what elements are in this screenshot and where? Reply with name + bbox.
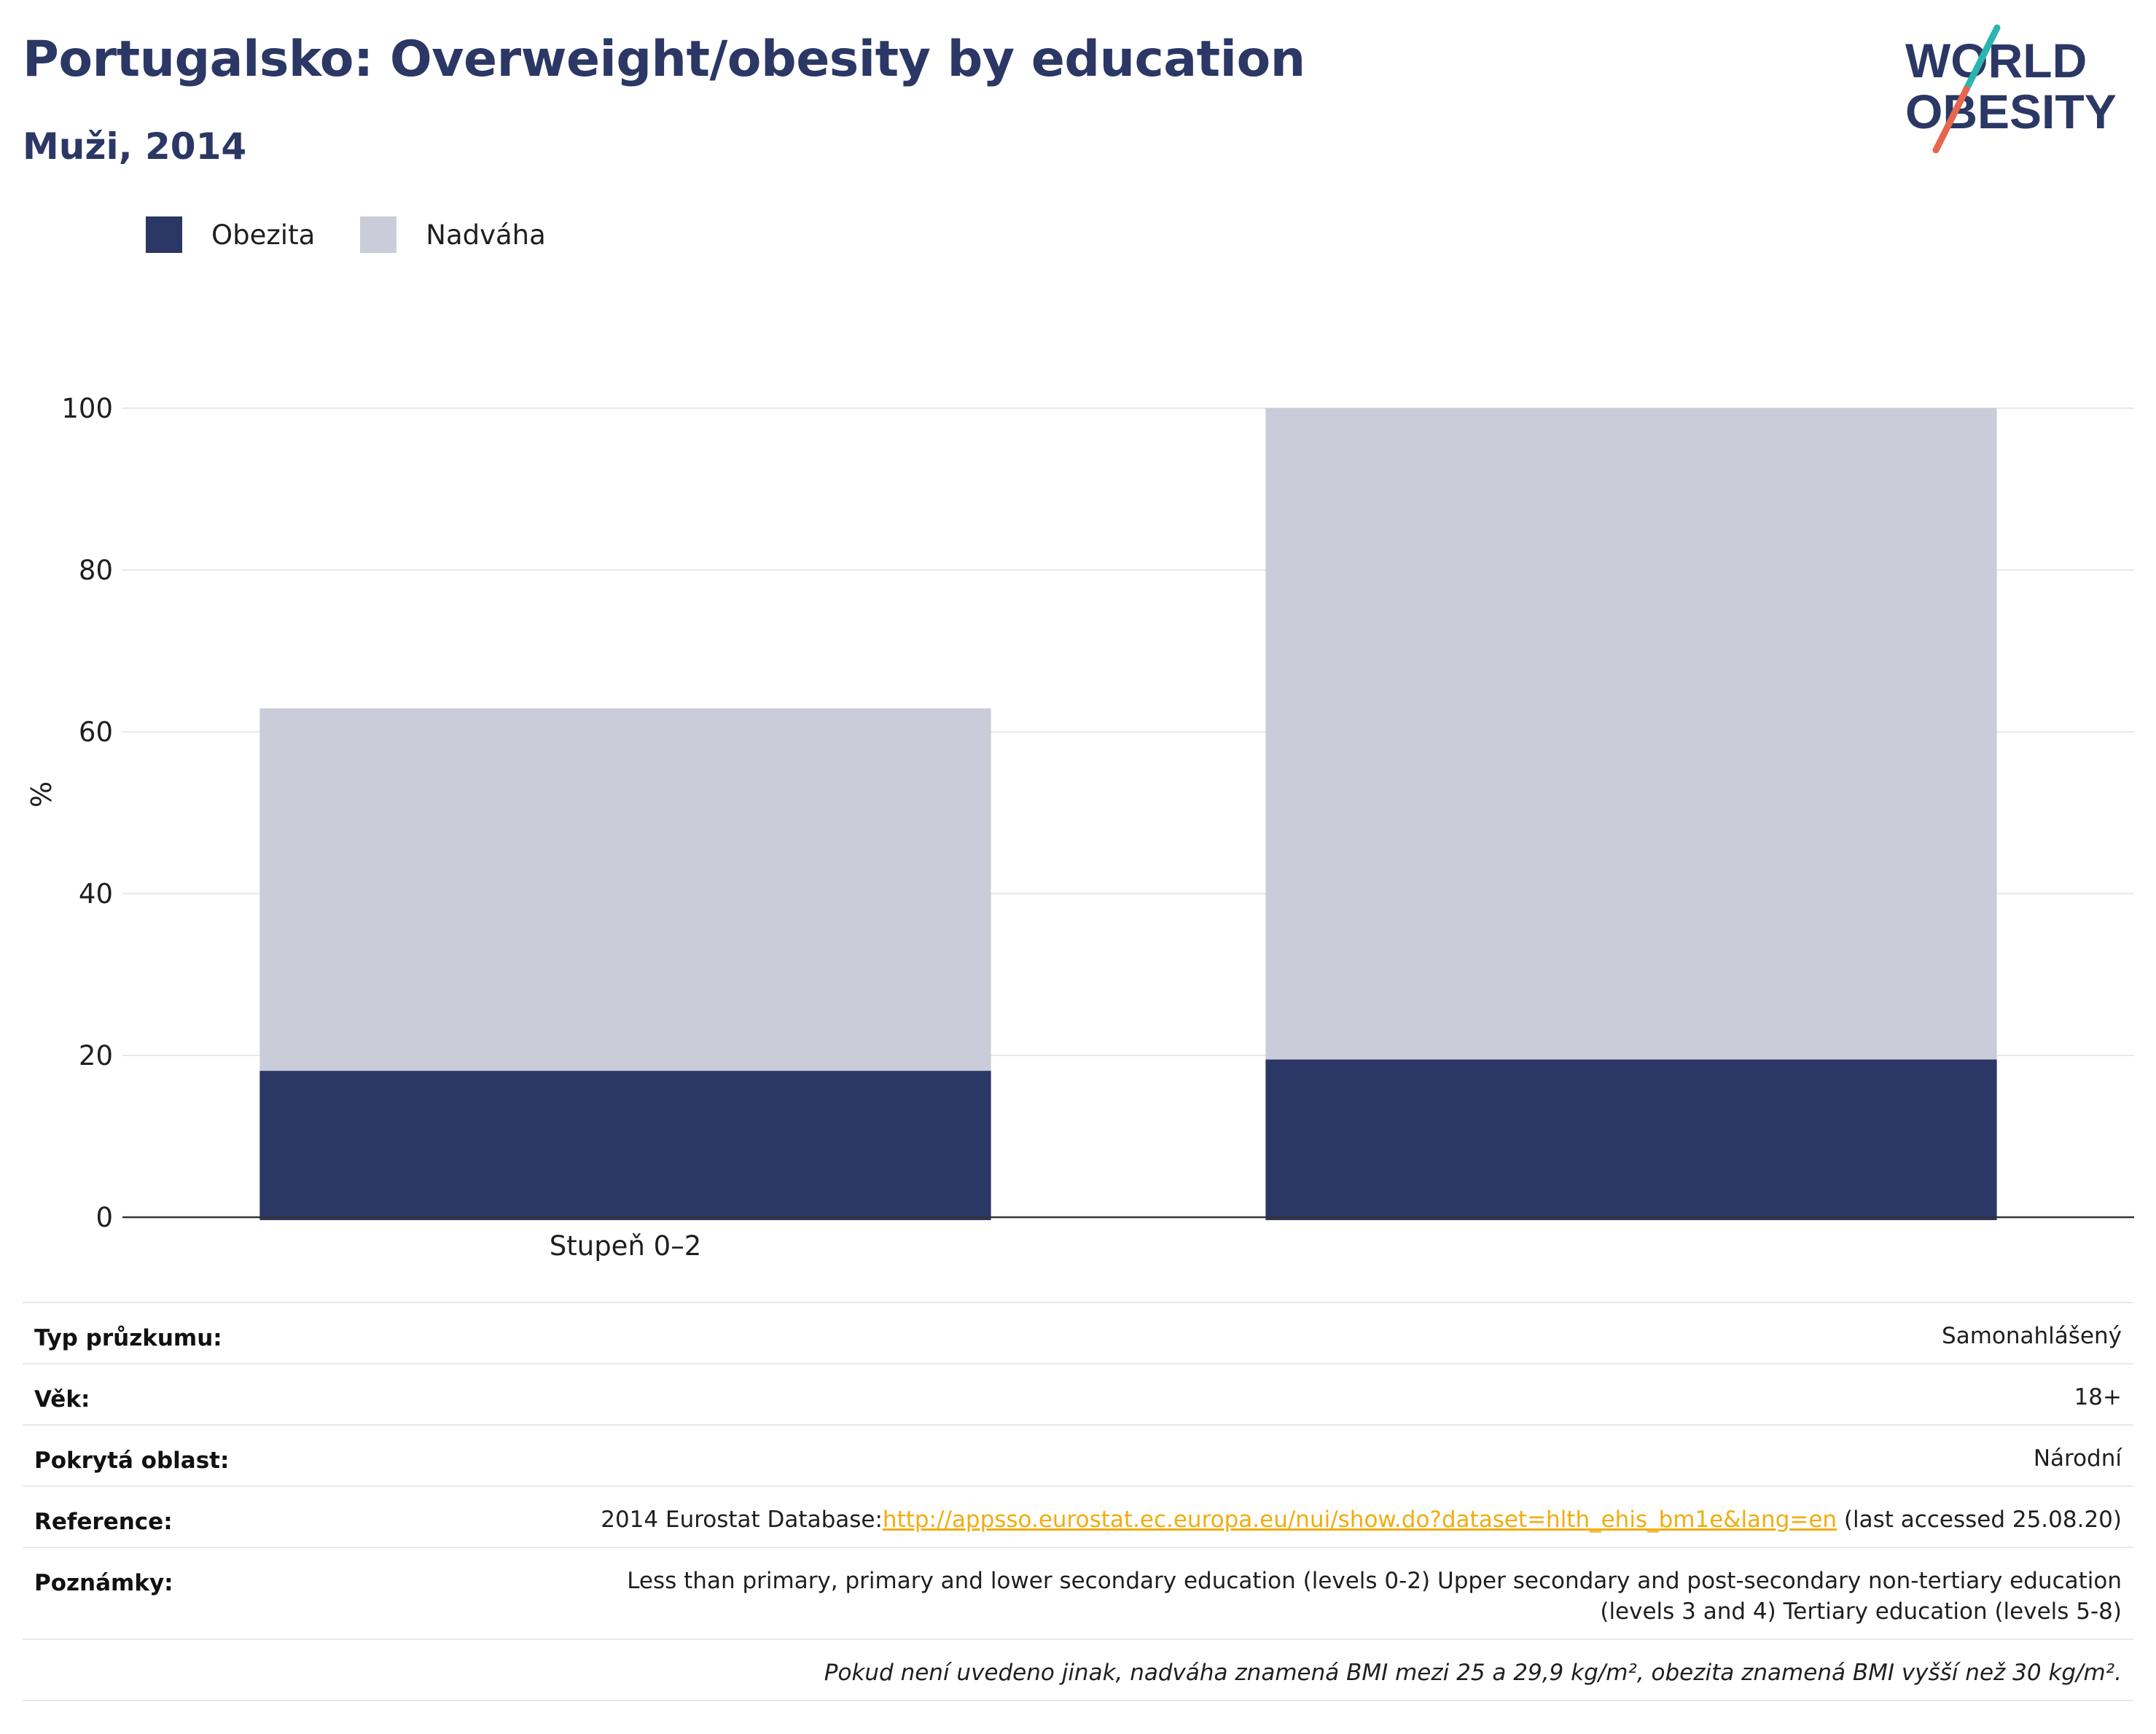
y-tick-label: 100 [61, 393, 113, 424]
reference-link[interactable]: http://appsso.eurostat.ec.europa.eu/nui/… [882, 1507, 1837, 1533]
chart-legend: Obezita Nadváha [146, 216, 591, 254]
legend-label-overweight: Nadváha [426, 219, 546, 251]
legend-swatch-obesity [146, 216, 182, 253]
notes-value: Less than primary, primary and lower sec… [627, 1568, 2122, 1625]
x-tick-label: Stupeň 0–2 [550, 1230, 702, 1262]
reference-suffix: (last accessed 25.08.20) [1837, 1507, 2122, 1533]
survey-type-label: Typ průzkumu: [34, 1325, 222, 1351]
y-axis-label: % [26, 781, 58, 808]
y-tick-label: 60 [79, 716, 113, 748]
logo-line2: OBESITY [1905, 85, 2117, 138]
logo-slash-bottom [1932, 85, 1970, 153]
legend-item-overweight[interactable]: Nadváha [360, 216, 546, 253]
coverage-value: Národní [2033, 1445, 2122, 1472]
info-row-notes: Poznámky: Less than primary, primary and… [23, 1547, 2133, 1639]
logo-slash-top [1963, 24, 2001, 93]
bar-overweight-1 [1265, 408, 1997, 1060]
legend-swatch-overweight [360, 216, 397, 253]
legend-label-obesity: Obezita [211, 219, 316, 251]
info-table: Typ průzkumu: Samonahlášený Věk: 18+ Pok… [23, 1302, 2133, 1701]
bar-obesity-0 [259, 1071, 991, 1220]
bar-chart: % 0 20 40 60 80 100 Stupeň 0–2 [26, 393, 2134, 1262]
notes-label: Poznámky: [34, 1570, 173, 1596]
info-row-survey-type: Typ průzkumu: Samonahlášený [23, 1302, 2133, 1363]
world-obesity-logo: WORLD OBESITY [1905, 24, 2117, 153]
logo-line1: WORLD [1905, 34, 2087, 87]
reference-label: Reference: [34, 1509, 173, 1535]
age-value: 18+ [2074, 1384, 2122, 1410]
y-tick-label: 40 [79, 878, 113, 910]
y-tick-label: 20 [79, 1040, 113, 1071]
y-tick-label: 0 [95, 1202, 113, 1233]
chart-title: Portugalsko: Overweight/obesity by educa… [23, 31, 1305, 88]
chart-subtitle: Muži, 2014 [23, 125, 247, 168]
info-row-footnote: Pokud není uvedeno jinak, nadváha znamen… [23, 1639, 2133, 1701]
info-row-reference: Reference: 2014 Eurostat Database:http:/… [23, 1485, 2133, 1547]
info-row-coverage: Pokrytá oblast: Národní [23, 1424, 2133, 1485]
bars [259, 408, 1997, 1220]
reference-prefix: 2014 Eurostat Database: [601, 1507, 883, 1533]
legend-item-obesity[interactable]: Obezita [146, 216, 315, 253]
survey-type-value: Samonahlášený [1942, 1323, 2122, 1349]
bar-obesity-1 [1265, 1059, 1997, 1220]
info-row-age: Věk: 18+ [23, 1363, 2133, 1424]
bar-overweight-0 [259, 708, 991, 1071]
age-label: Věk: [34, 1386, 90, 1413]
footnote-text: Pokud není uvedeno jinak, nadváha znamen… [824, 1660, 2122, 1686]
reference-value: 2014 Eurostat Database:http://appsso.eur… [601, 1504, 2122, 1547]
coverage-label: Pokrytá oblast: [34, 1448, 230, 1474]
y-tick-label: 80 [79, 555, 113, 586]
